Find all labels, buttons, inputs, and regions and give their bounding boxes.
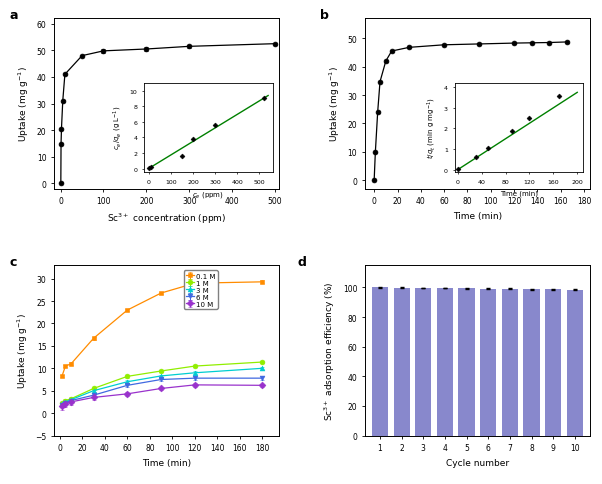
Y-axis label: Uptake (mg g$^{-1}$): Uptake (mg g$^{-1}$) (17, 66, 31, 142)
Bar (459, 289, 475, 436)
X-axis label: Time (min): Time (min) (453, 212, 502, 220)
Y-axis label: Sc$^{3+}$ adsorption efficiency (%): Sc$^{3+}$ adsorption efficiency (%) (323, 281, 337, 420)
Text: a: a (9, 9, 17, 22)
Bar (501, 289, 518, 436)
Y-axis label: Uptake (mg g$^{-1}$): Uptake (mg g$^{-1}$) (15, 313, 29, 389)
X-axis label: Cycle number: Cycle number (446, 458, 509, 467)
Bar (523, 289, 539, 436)
Bar (566, 290, 583, 436)
X-axis label: Sc$^{3+}$ concentration (ppm): Sc$^{3+}$ concentration (ppm) (107, 212, 226, 226)
Bar (437, 288, 453, 436)
Bar (480, 289, 496, 436)
Bar (394, 288, 410, 436)
Legend: 0.1 M, 1 M, 3 M, 6 M, 10 M: 0.1 M, 1 M, 3 M, 6 M, 10 M (184, 271, 218, 309)
X-axis label: Time (min): Time (min) (142, 458, 191, 467)
Bar (545, 290, 561, 436)
Text: d: d (297, 256, 306, 269)
Text: c: c (9, 256, 16, 269)
Bar (415, 288, 432, 436)
Bar (372, 288, 388, 436)
Text: b: b (320, 9, 329, 22)
Y-axis label: Uptake (mg g$^{-1}$): Uptake (mg g$^{-1}$) (327, 66, 342, 142)
